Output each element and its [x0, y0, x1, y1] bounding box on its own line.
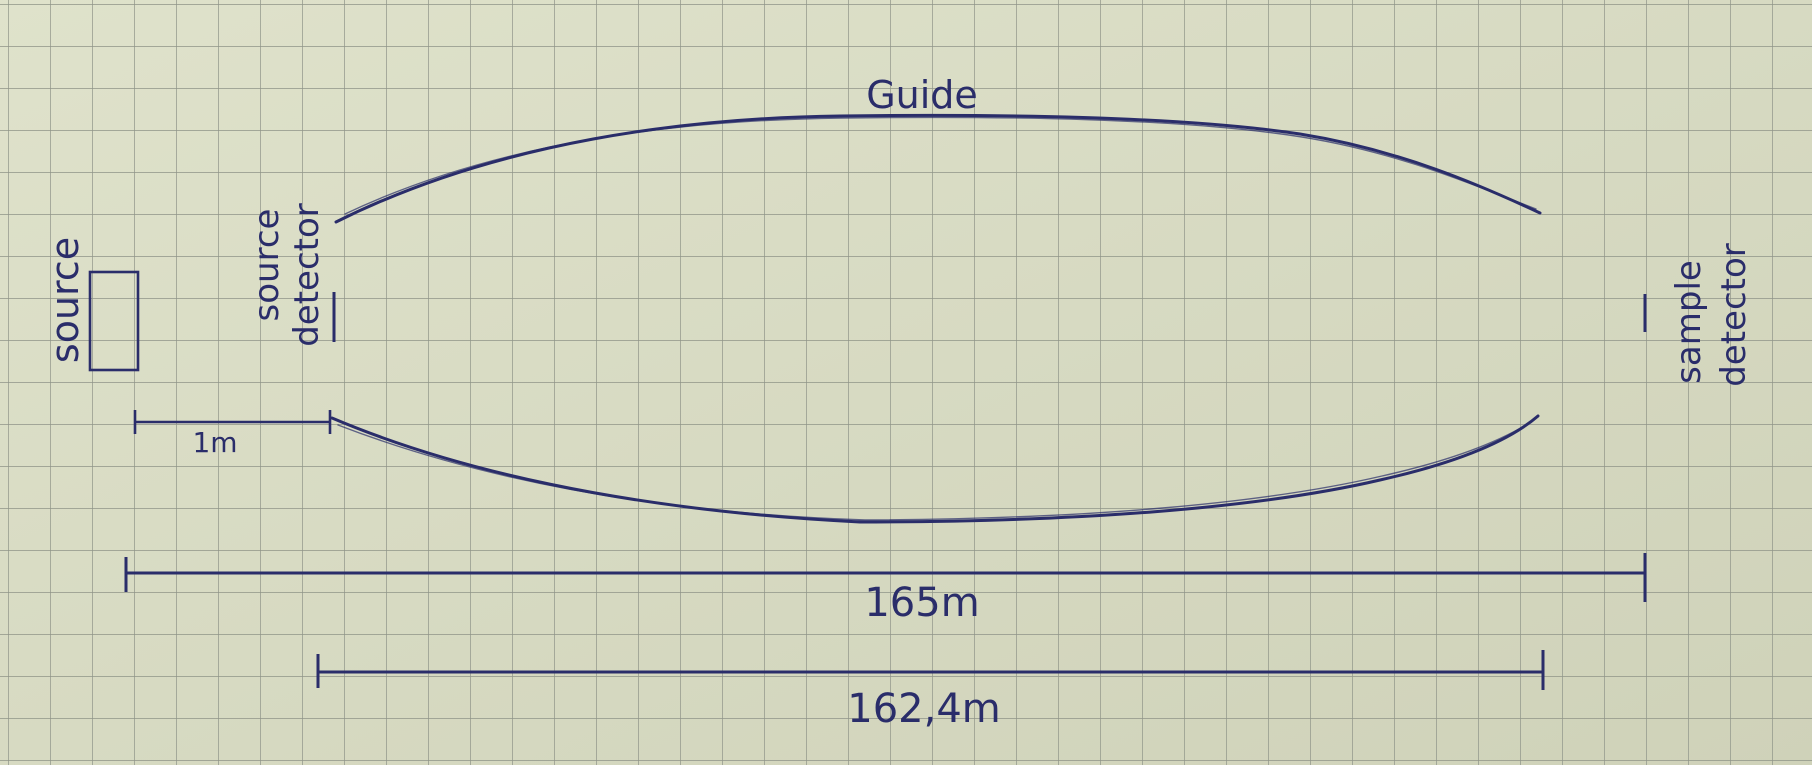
- source-box: [88, 270, 140, 372]
- guide-lower-wall: [330, 414, 1540, 524]
- dimension-label-165m: 165m: [864, 580, 979, 626]
- source-detector-label-line1: source: [247, 209, 287, 322]
- dimension-total: [124, 553, 1647, 602]
- dimension-source-to-source-detector: [133, 410, 332, 434]
- guide-label: Guide: [866, 73, 978, 117]
- dimension-label-162-4m: 162,4m: [847, 686, 1000, 732]
- dimension-label-1m: 1m: [192, 426, 237, 459]
- source-detector-label-line2: detector: [287, 203, 327, 347]
- guide-upper-wall: [334, 113, 1542, 224]
- dimension-guide: [316, 650, 1545, 690]
- sample-detector-label-line1: sample: [1669, 260, 1709, 384]
- sample-detector-label-line2: detector: [1714, 243, 1754, 387]
- source-label: source: [43, 237, 87, 363]
